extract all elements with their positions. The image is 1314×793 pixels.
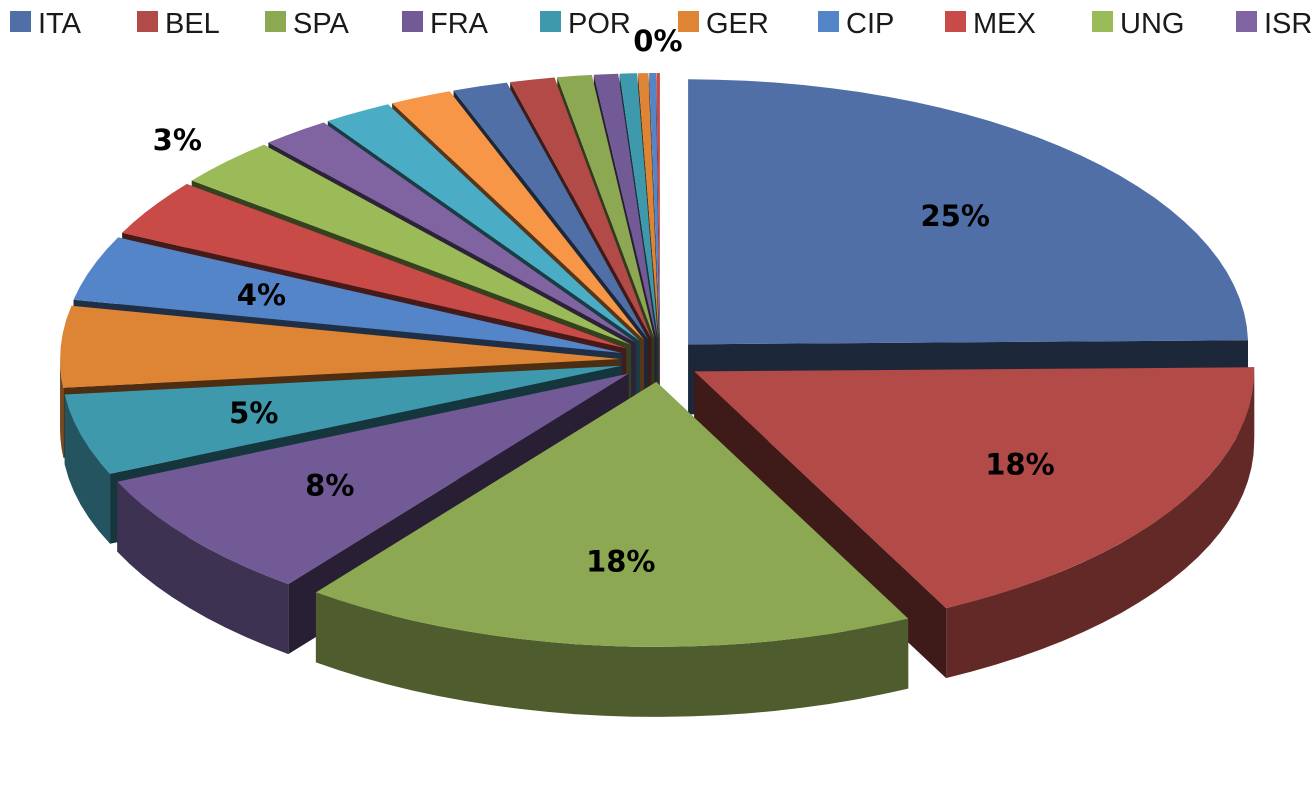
- legend-swatch: [10, 11, 31, 32]
- legend-label: FRA: [430, 8, 489, 40]
- data-label: 18%: [586, 544, 655, 578]
- legend-label: POR: [568, 8, 631, 40]
- slice-top: [593, 73, 657, 339]
- legend-swatch: [1092, 11, 1113, 32]
- legend-swatch: [945, 11, 966, 32]
- legend-item-fra: FRA: [402, 8, 489, 40]
- legend-item-bel: BEL: [137, 8, 220, 40]
- legend-swatch: [818, 11, 839, 32]
- legend-item-cip: CIP: [818, 8, 894, 40]
- pie-slice: [688, 79, 1248, 415]
- pie-slices: [60, 73, 1255, 717]
- slice-rim: [315, 592, 909, 717]
- slice-top: [117, 373, 629, 585]
- slice-top: [60, 305, 621, 388]
- legend-label: GER: [706, 8, 769, 40]
- slice-top: [619, 73, 658, 339]
- slice-rim: [64, 394, 110, 544]
- legend-item-por: POR: [540, 8, 631, 40]
- legend-swatch: [402, 11, 423, 32]
- legend-label: SPA: [293, 8, 350, 40]
- pie-slice: [315, 381, 909, 717]
- legend-swatch: [1236, 11, 1257, 32]
- data-label: 25%: [920, 199, 989, 233]
- slice-top: [656, 73, 660, 339]
- data-label: 8%: [305, 468, 354, 502]
- slice-top: [191, 144, 632, 345]
- data-labels: 25% 18% 18% 8% 5% 4% 3% 0%: [153, 24, 1055, 578]
- slice-top: [453, 82, 648, 340]
- slice-top: [268, 122, 636, 343]
- slice-top: [73, 237, 623, 353]
- slice-rim: [946, 371, 1255, 679]
- slice-rim: [117, 481, 289, 655]
- legend-item-isr: ISR: [1236, 8, 1312, 40]
- slice-top: [694, 367, 1255, 609]
- slice-top: [557, 74, 655, 339]
- legend-swatch: [678, 11, 699, 32]
- slice-top: [327, 104, 640, 342]
- slice-top: [688, 79, 1248, 345]
- legend-label: MEX: [973, 8, 1036, 40]
- slice-top: [392, 91, 645, 340]
- legend-label: ITA: [38, 8, 82, 40]
- slice-rim: [60, 359, 64, 458]
- data-label: 3%: [153, 123, 202, 157]
- legend-label: UNG: [1120, 8, 1184, 40]
- data-label: 0%: [633, 24, 682, 58]
- slice-top: [315, 381, 909, 647]
- legend-item-ger: GER: [678, 8, 769, 40]
- slice-top: [122, 184, 627, 349]
- legend-label: ISR: [1264, 8, 1312, 40]
- legend-item-ita: ITA: [10, 8, 82, 40]
- legend-label: CIP: [846, 8, 894, 40]
- legend-item-ung: UNG: [1092, 8, 1184, 40]
- slice-top: [638, 73, 659, 339]
- data-label: 18%: [985, 448, 1054, 482]
- data-label: 5%: [229, 396, 278, 430]
- slice-top: [64, 365, 622, 474]
- legend-item-spa: SPA: [265, 8, 350, 40]
- data-label: 4%: [237, 278, 286, 312]
- slice-top: [649, 73, 660, 339]
- chart-legend: ITA BEL SPA FRA POR GER CIP MEX UNG ISR: [10, 8, 1312, 40]
- legend-swatch: [540, 11, 561, 32]
- slice-top: [510, 77, 652, 339]
- legend-label: BEL: [165, 8, 220, 40]
- legend-swatch: [137, 11, 158, 32]
- legend-swatch: [265, 11, 286, 32]
- legend-item-mex: MEX: [945, 8, 1036, 40]
